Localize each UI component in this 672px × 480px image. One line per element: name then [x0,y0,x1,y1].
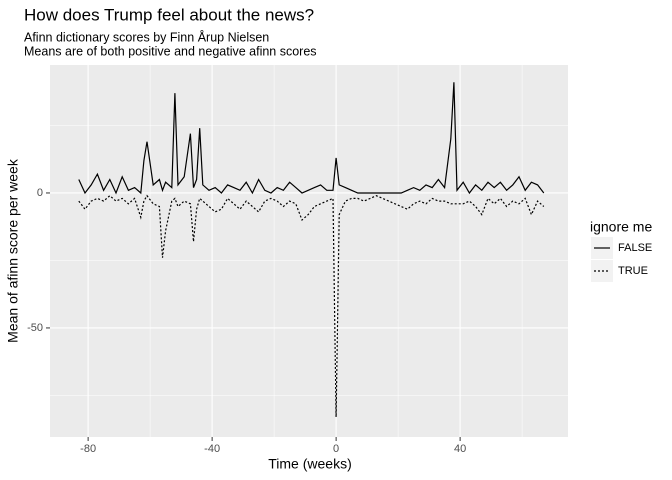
legend-title: ignore me [590,219,652,235]
legend-label: FALSE [618,242,652,254]
x-tick-label: 40 [454,443,466,455]
series-line [78,194,545,418]
plot-panel [50,65,568,437]
y-tick-label: -50 [27,322,43,334]
y-tick-label: 0 [37,187,43,199]
chart-subtitle: Means are of both positive and negative … [24,44,317,58]
legend-label: TRUE [618,265,648,277]
chart-subtitle: Afinn dictionary scores by Finn Årup Nie… [24,29,269,44]
series-line [78,82,545,195]
x-tick-label: 0 [333,443,339,455]
x-tick-label: -80 [80,443,96,455]
chart-title: How does Trump feel about the news? [24,5,314,24]
y-axis-label: Mean of afinn score per week [5,158,21,343]
x-tick-label: -40 [204,443,220,455]
x-axis-label: Time (weeks) [268,456,352,472]
